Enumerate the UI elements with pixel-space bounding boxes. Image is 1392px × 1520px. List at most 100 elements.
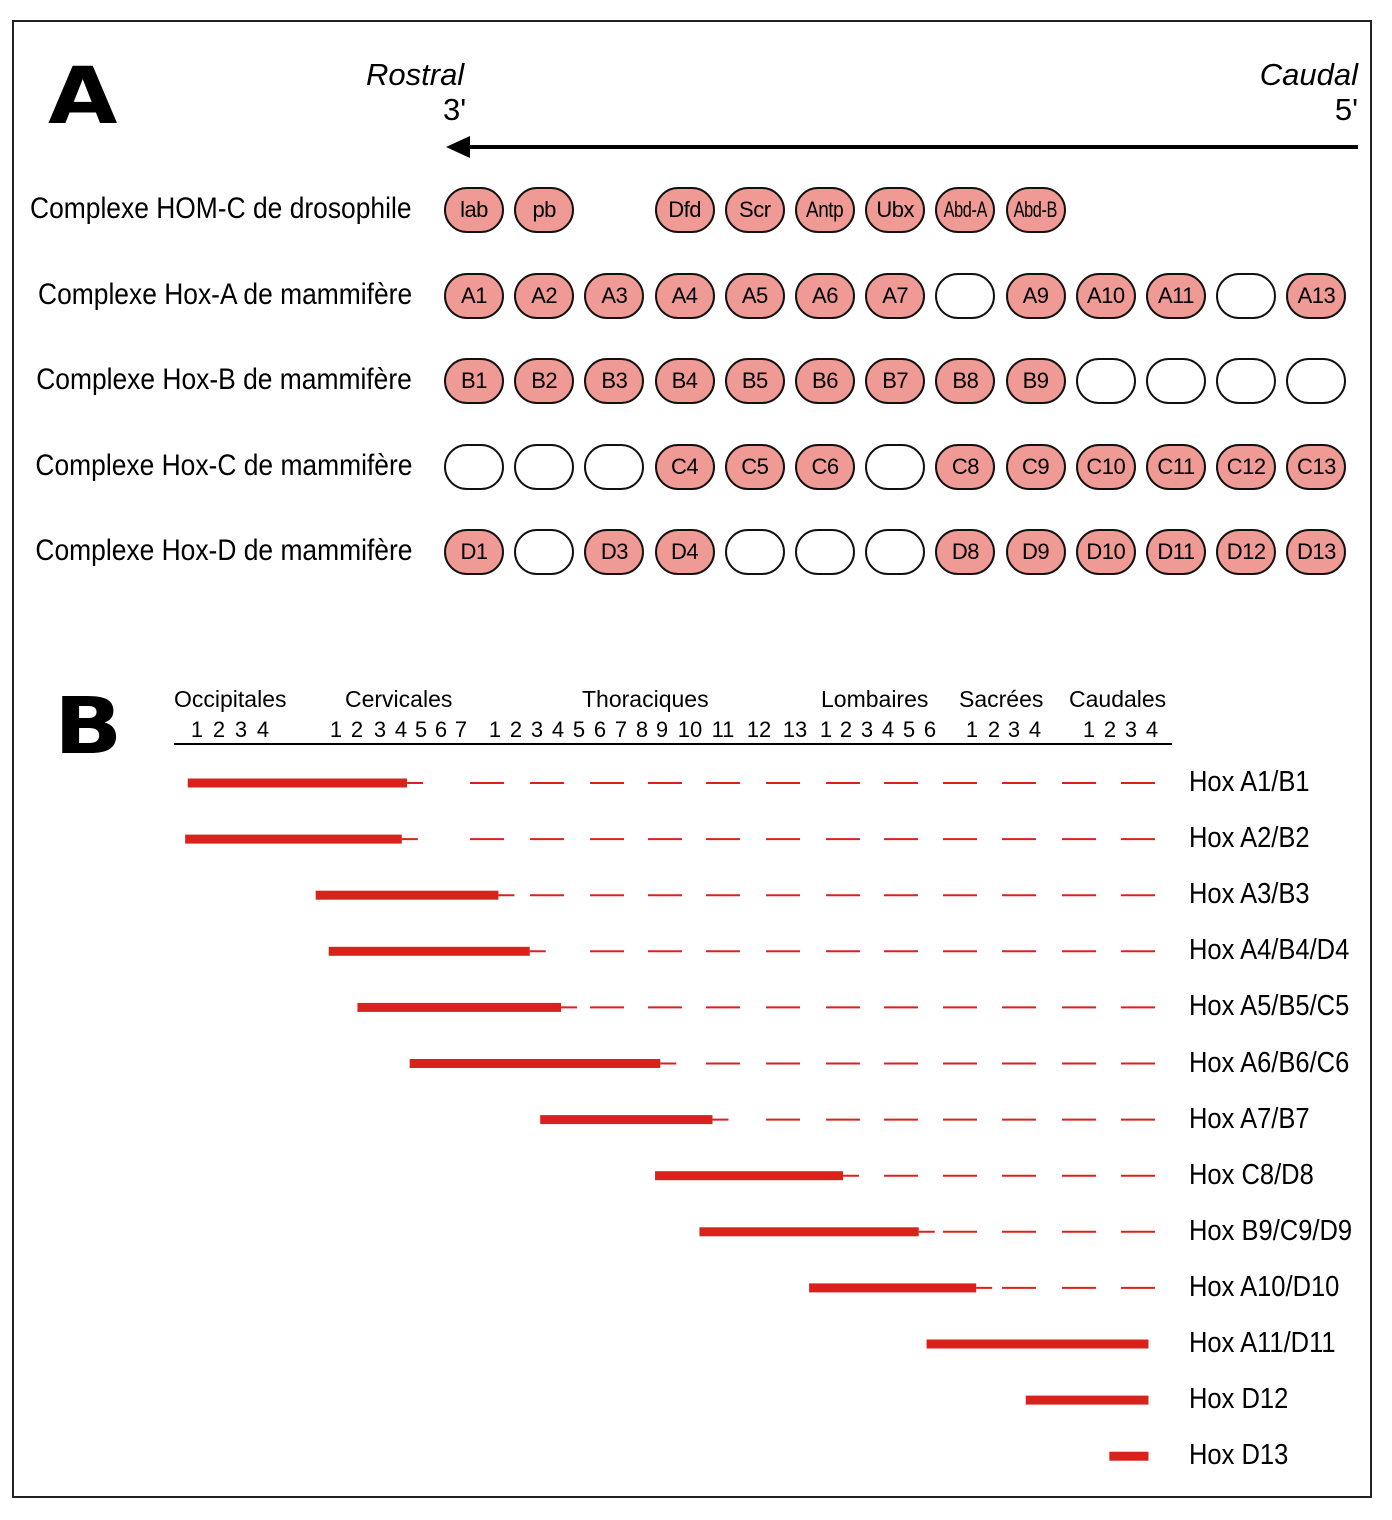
gene-b8: B8 xyxy=(935,358,996,404)
vertebra-number: 10 xyxy=(677,717,703,742)
strong-expression-bar xyxy=(328,946,530,956)
expression-domain xyxy=(409,1059,1155,1068)
gene-b2: B2 xyxy=(514,358,575,404)
gene-label: B5 xyxy=(741,368,768,393)
gene-label: D8 xyxy=(951,539,980,564)
vertebra-number: 2 xyxy=(1103,717,1117,742)
gene-b1: B1 xyxy=(444,358,504,404)
gene-label: lab xyxy=(460,197,488,222)
vertebra-number: 4 xyxy=(1028,717,1042,742)
gene-b4: B4 xyxy=(654,358,715,404)
vertebra-number: 6 xyxy=(434,717,448,742)
row-label: Complexe Hox-A de mammifère xyxy=(37,277,412,311)
expression-domain xyxy=(540,1115,1155,1125)
gene-b3: B3 xyxy=(584,358,645,404)
vertebra-number: 1 xyxy=(1082,717,1096,742)
vertebra-number: 3 xyxy=(1124,717,1138,742)
gene-label: A5 xyxy=(741,282,768,308)
gene-label: A10 xyxy=(1086,282,1125,308)
gene-c4: C4 xyxy=(654,443,715,490)
gene-b9: B9 xyxy=(1005,358,1066,404)
gene-c11: C11 xyxy=(1146,443,1206,490)
vertebra-number: 7 xyxy=(614,717,628,742)
vertebra-number: 6 xyxy=(923,717,937,742)
gene-a11: A11 xyxy=(1146,272,1206,319)
direction-arrow xyxy=(446,136,1358,158)
end-5-label: 5' xyxy=(1334,92,1358,127)
region-4-name: Sacrées xyxy=(959,686,1044,712)
figure-frame xyxy=(12,20,1372,1498)
gene-label: D9 xyxy=(1022,539,1050,564)
expression-domain xyxy=(655,1171,1155,1181)
gene-d12: D12 xyxy=(1216,529,1277,575)
gene-c9: C9 xyxy=(1005,443,1066,490)
vertebra-number: 2 xyxy=(839,717,853,742)
gene-label: C5 xyxy=(741,453,769,479)
expression-domain xyxy=(187,778,1155,788)
gene-a9: A9 xyxy=(1005,272,1066,319)
expression-domain xyxy=(328,946,1155,956)
gene-label: Abd-B xyxy=(1013,197,1058,222)
gene-label: C9 xyxy=(1022,453,1050,479)
row-label: Complexe Hox-D de mammifère xyxy=(34,534,412,567)
hox-label: Hox A1/B1 xyxy=(1189,766,1310,798)
gene-a5: A5 xyxy=(724,272,785,319)
gene-b6: B6 xyxy=(795,358,855,404)
gene-pb: pb xyxy=(514,187,575,233)
gene-label: Antp xyxy=(806,197,844,222)
vertebra-number: 11 xyxy=(711,717,735,742)
gene-label: D1 xyxy=(460,539,488,564)
gene-d1: D1 xyxy=(444,529,504,575)
strong-expression-bar xyxy=(409,1059,661,1068)
strong-expression-bar xyxy=(809,1283,977,1293)
gene-c5: C5 xyxy=(724,443,785,490)
gene-label: C4 xyxy=(671,453,699,479)
gene-label: D11 xyxy=(1157,539,1195,564)
region-2-name: Thoraciques xyxy=(582,686,709,712)
gene-b7: B7 xyxy=(865,358,926,404)
gene-absent xyxy=(1146,358,1206,404)
gene-label: A3 xyxy=(601,282,628,308)
strong-expression-bar xyxy=(315,890,499,900)
gene-absent xyxy=(444,443,504,490)
gene-label: A7 xyxy=(882,282,909,308)
strong-expression-bar xyxy=(1025,1395,1149,1405)
vertebra-number: 1 xyxy=(488,717,502,742)
panel-a-letter: A xyxy=(48,52,118,142)
gene-absent xyxy=(514,529,575,575)
hox-label: Hox D13 xyxy=(1189,1439,1289,1472)
gene-label: D4 xyxy=(671,539,699,564)
gene-label: Dfd xyxy=(668,197,701,222)
vertebra-number: 4 xyxy=(881,717,895,742)
gene-label: C8 xyxy=(951,453,980,479)
hox-label: Hox A4/B4/D4 xyxy=(1189,934,1350,967)
expression-domain xyxy=(1025,1395,1149,1405)
gene-c6: C6 xyxy=(795,443,855,490)
vertebra-number: 1 xyxy=(329,717,343,742)
gene-a6: A6 xyxy=(795,272,855,319)
gene-label: Ubx xyxy=(876,197,914,222)
gene-d4: D4 xyxy=(654,529,715,575)
gene-label: C6 xyxy=(811,453,839,479)
expression-domain xyxy=(699,1227,1155,1237)
vertebra-number: 1 xyxy=(190,717,204,742)
hox-label: Hox D12 xyxy=(1189,1383,1289,1416)
gene-label: A6 xyxy=(812,282,838,308)
hox-label: Hox A2/B2 xyxy=(1189,822,1310,855)
vertebra-number: 1 xyxy=(965,717,979,742)
gene-a1: A1 xyxy=(444,272,504,319)
vertebra-number: 3 xyxy=(1007,717,1021,742)
gene-scr: Scr xyxy=(724,187,785,233)
vertebra-number: 1 xyxy=(819,717,833,742)
region-5-name: Caudales xyxy=(1069,686,1167,712)
strong-expression-bar xyxy=(185,834,402,844)
gene-antp: Antp xyxy=(795,187,855,233)
row-label: Complexe Hox-C de mammifère xyxy=(34,448,412,482)
vertebra-number: 4 xyxy=(551,717,565,742)
gene-label: C10 xyxy=(1086,453,1126,479)
strong-expression-bar xyxy=(699,1227,919,1237)
hox-label: Hox A3/B3 xyxy=(1189,878,1310,911)
vertebra-number: 13 xyxy=(782,717,808,742)
gene-label: pb xyxy=(532,197,556,222)
